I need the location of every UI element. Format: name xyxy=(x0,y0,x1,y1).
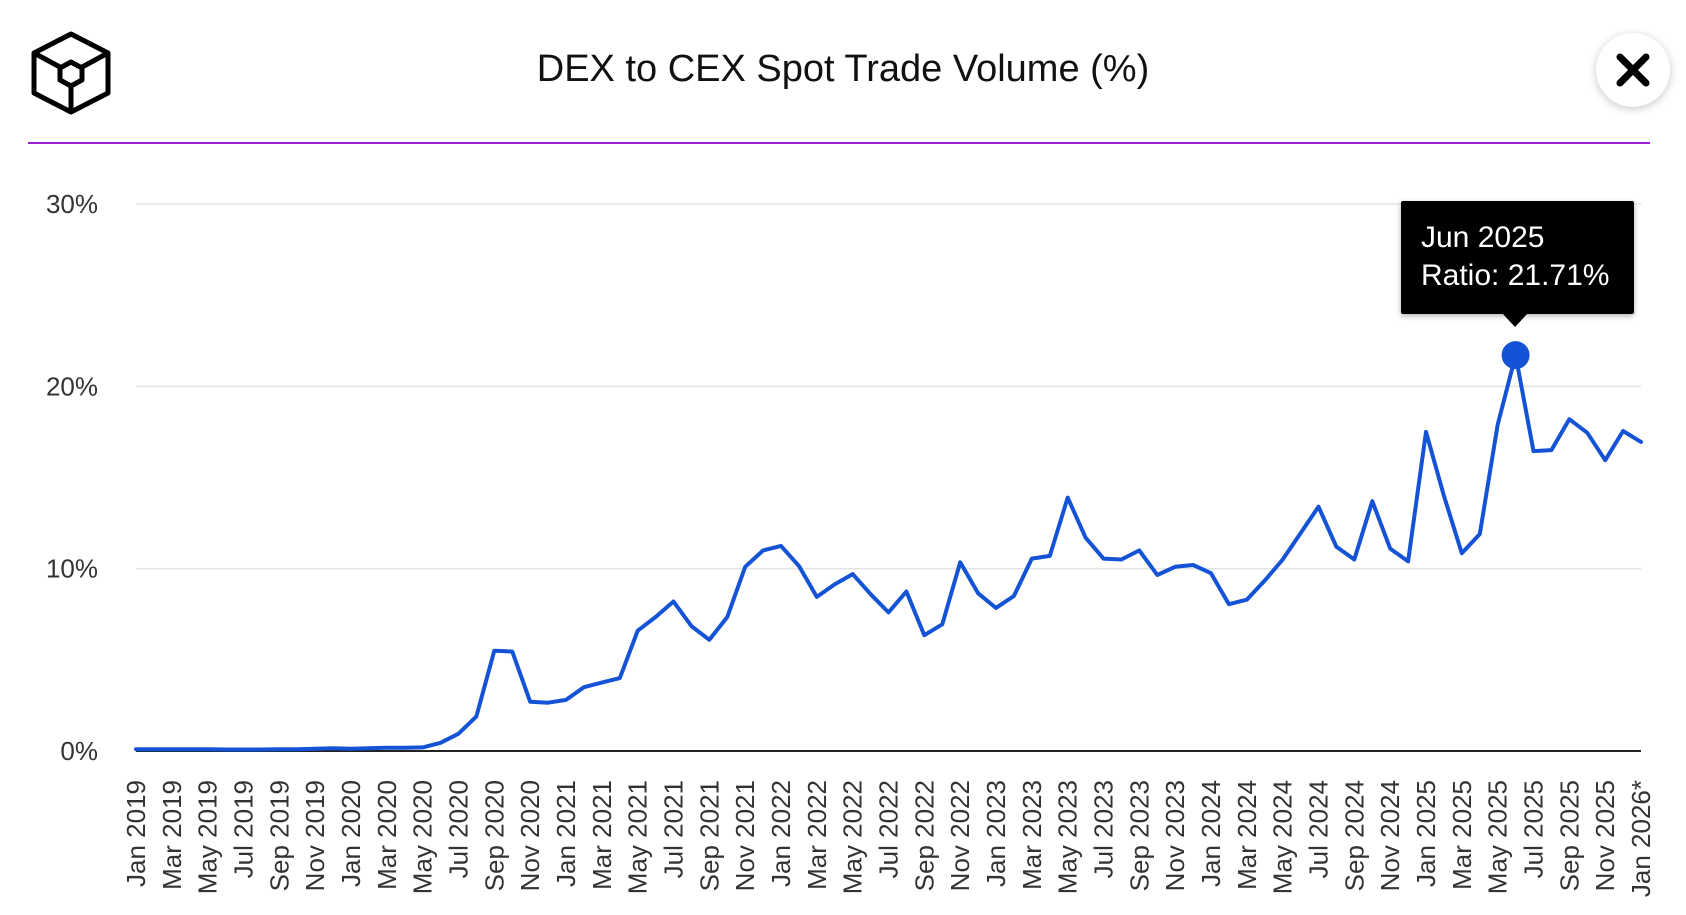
header: DEX to CEX Spot Trade Volume (%) xyxy=(0,0,1686,145)
tooltip-pointer xyxy=(1502,313,1528,327)
x-tick-label: Sep 2024 xyxy=(1339,780,1369,891)
x-tick-label: Mar 2022 xyxy=(802,780,832,890)
x-tick-label: Jul 2023 xyxy=(1089,780,1119,878)
x-tick-label: Nov 2021 xyxy=(730,780,760,891)
x-tick-label: Sep 2025 xyxy=(1554,780,1584,891)
highlight-point xyxy=(1501,341,1530,370)
y-tick-label: 20% xyxy=(46,371,98,401)
y-tick-label: 10% xyxy=(46,554,98,584)
x-tick-label: Jul 2021 xyxy=(659,780,689,878)
x-tick-label: Mar 2020 xyxy=(372,780,402,890)
x-tick-label: Jan 2022 xyxy=(766,780,796,887)
x-tick-label: Jan 2019 xyxy=(121,780,151,887)
x-tick-label: Nov 2025 xyxy=(1590,780,1620,891)
x-tick-label: Mar 2024 xyxy=(1232,780,1262,890)
x-tick-label: Nov 2024 xyxy=(1375,780,1405,891)
x-tick-label: Mar 2019 xyxy=(157,780,187,890)
x-tick-label: Jul 2022 xyxy=(874,780,904,878)
x-tick-label: Nov 2020 xyxy=(515,780,545,891)
x-tick-label: May 2020 xyxy=(408,780,438,894)
x-tick-label: May 2021 xyxy=(623,780,653,894)
header-divider xyxy=(28,142,1650,144)
x-tick-label: Nov 2022 xyxy=(945,780,975,891)
x-tick-label: May 2022 xyxy=(838,780,868,894)
x-tick-label: Jan 2025 xyxy=(1411,780,1441,887)
x-tick-label: May 2023 xyxy=(1053,780,1083,894)
cube-logo-icon xyxy=(31,31,111,115)
x-tick-label: May 2025 xyxy=(1483,780,1513,894)
chart-tooltip: Jun 2025 Ratio: 21.71% xyxy=(1401,201,1634,314)
x-tick-label: Jan 2021 xyxy=(551,780,581,887)
x-tick-label: Mar 2023 xyxy=(1017,780,1047,890)
x-tick-label: Mar 2025 xyxy=(1447,780,1477,890)
x-tick-label: Sep 2023 xyxy=(1124,780,1154,891)
x-tick-label: Sep 2022 xyxy=(909,780,939,891)
y-tick-label: 0% xyxy=(60,736,98,766)
x-tick-label: Jan 2020 xyxy=(336,780,366,887)
x-tick-label: Jul 2024 xyxy=(1304,780,1334,878)
close-button[interactable] xyxy=(1596,33,1670,107)
x-tick-label: Mar 2021 xyxy=(587,780,617,890)
x-tick-label: Nov 2023 xyxy=(1160,780,1190,891)
x-tick-label: Nov 2019 xyxy=(300,780,330,891)
x-tick-label: Jul 2025 xyxy=(1519,780,1549,878)
x-tick-label: Jan 2023 xyxy=(981,780,1011,887)
x-tick-label: Jul 2020 xyxy=(444,780,474,878)
tooltip-ratio: Ratio: 21.71% xyxy=(1421,259,1610,292)
x-tick-label: May 2024 xyxy=(1268,780,1298,894)
x-tick-label: Sep 2019 xyxy=(264,780,294,891)
x-tick-label: Sep 2021 xyxy=(694,780,724,891)
x-tick-label: Sep 2020 xyxy=(479,780,509,891)
x-tick-label: May 2019 xyxy=(193,780,223,894)
page-title: DEX to CEX Spot Trade Volume (%) xyxy=(536,48,1150,90)
x-tick-label: Jul 2019 xyxy=(229,780,259,878)
x-tick-label: Jan 2026* xyxy=(1626,780,1656,897)
x-tick-label: Jan 2024 xyxy=(1196,780,1226,887)
tooltip-date: Jun 2025 xyxy=(1421,221,1545,254)
y-tick-label: 30% xyxy=(46,189,98,219)
close-icon xyxy=(1616,53,1650,87)
series-line xyxy=(134,353,1643,752)
